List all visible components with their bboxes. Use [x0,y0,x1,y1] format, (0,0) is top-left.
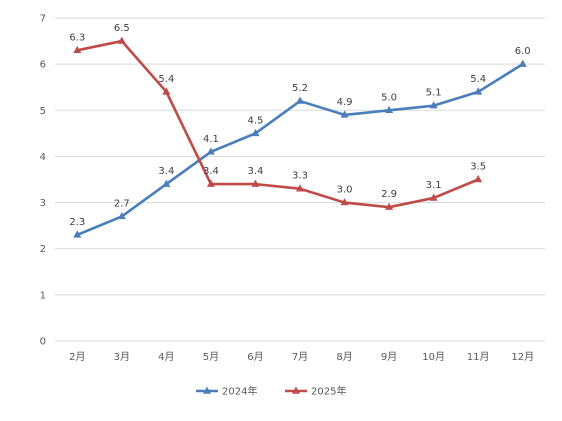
data-label: 3.5 [470,162,486,173]
data-point-marker [206,147,215,155]
x-tick-label: 7月 [292,351,308,363]
x-tick-label: 8月 [336,351,352,363]
data-label: 2.7 [114,198,130,209]
series-lines [73,36,527,238]
data-label: 5.4 [470,74,486,85]
data-label: 3.1 [426,180,442,191]
data-label: 3.4 [248,166,264,177]
x-tick-label: 11月 [467,351,490,363]
data-label: 3.3 [292,171,308,182]
x-tick-label: 12月 [511,351,534,363]
data-point-marker [385,105,394,114]
data-point-marker [340,110,349,118]
data-point-marker [474,87,483,95]
y-tick-label: 3 [40,198,46,209]
data-label: 4.1 [203,134,219,145]
data-label: 5.2 [292,83,308,94]
data-point-marker [206,179,215,187]
data-point-marker [429,101,438,109]
x-tick-label: 10月 [422,351,445,363]
x-tick-label: 6月 [247,351,263,363]
data-label: 3.0 [337,185,353,196]
data-label: 5.4 [158,74,174,85]
legend-marker [203,386,211,394]
data-label: 6.3 [69,32,85,43]
data-point-marker [296,96,304,104]
legend: 2024年 2025年 [196,385,346,398]
x-tick-label: 3月 [114,351,130,363]
data-label: 5.1 [426,88,442,99]
data-point-marker [251,128,260,137]
x-tick-label: 2月 [69,351,85,363]
x-tick-label: 4月 [158,351,174,363]
data-label: 3.4 [203,166,219,177]
data-label: 6.5 [114,23,130,34]
data-point-marker [162,87,171,95]
data-label: 4.9 [337,97,353,108]
data-point-marker [162,179,171,187]
data-point-marker [474,175,483,183]
y-axis-ticks: 0 1 2 3 4 5 6 7 [40,14,46,348]
legend-label: 2025年 [311,385,346,398]
legend-item-1: 2025年 [285,385,346,398]
data-label: 5.0 [381,92,397,103]
data-point-marker [518,59,527,67]
data-label: 2.9 [381,189,397,200]
y-tick-label: 0 [40,337,46,348]
legend-marker [292,386,300,394]
data-point-marker [73,45,82,54]
data-labels: 2.3 2.7 3.4 4.1 4.5 5.2 4.9 5.0 5.1 5.4 6.0 6.3 6.5 5… [69,23,530,228]
data-point-marker [117,36,126,44]
data-label: 2.3 [69,217,85,228]
legend-item-0: 2024年 [196,385,257,398]
data-label: 3.4 [158,166,174,177]
data-point-marker [429,193,438,201]
series-line-1 [75,39,480,209]
data-point-marker [340,198,349,206]
data-label: 4.5 [248,115,264,126]
y-tick-label: 4 [40,152,46,163]
y-tick-label: 6 [40,60,46,71]
data-point-marker [385,202,394,210]
y-tick-label: 5 [40,106,46,117]
data-point-marker [117,211,126,220]
data-point-marker [251,179,260,187]
y-tick-label: 1 [40,290,46,301]
gridlines [55,17,545,342]
y-tick-label: 7 [40,14,46,25]
data-label: 6.0 [515,46,531,57]
y-tick-label: 2 [40,244,46,255]
data-point-marker [296,184,304,192]
x-tick-label: 5月 [203,351,219,363]
legend-label: 2024年 [222,385,257,398]
x-axis-ticks: 2月 3月 4月 5月 6月 7月 8月 9月 10月 11月 12月 [69,351,534,363]
x-tick-label: 9月 [381,351,397,363]
data-point-marker [73,230,82,238]
